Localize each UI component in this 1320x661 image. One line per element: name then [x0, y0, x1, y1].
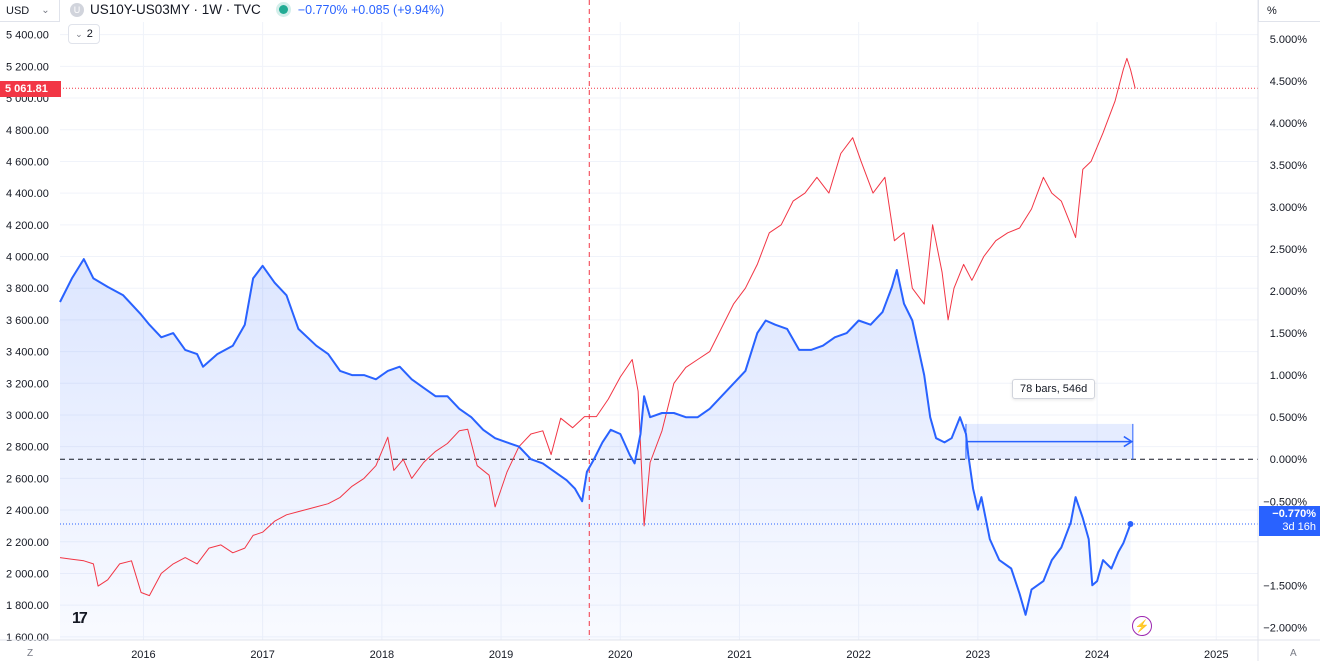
- left-axis-tick: 3 800.00: [6, 283, 49, 295]
- right-axis-tick: 2.500%: [1270, 244, 1308, 256]
- right-axis-tick: −0.500%: [1263, 496, 1307, 508]
- left-axis-tick: 3 600.00: [6, 315, 49, 327]
- market-open-dot-icon: [278, 5, 288, 14]
- time-axis-tick: 2021: [727, 649, 751, 661]
- last-price-badge: 5 061.81: [0, 81, 61, 97]
- last-value: −0.770%: [1272, 508, 1316, 520]
- left-axis-tick: 1 600.00: [6, 632, 49, 644]
- left-axis-tick: 4 600.00: [6, 156, 49, 168]
- collapse-count: 2: [86, 28, 93, 40]
- right-percent-axis[interactable]: 5.000% 4.500% 4.000% 3.500% 3.000% 2.500% 2.00…: [1263, 34, 1307, 635]
- right-axis-tick: −1.500%: [1263, 580, 1307, 592]
- time-axis-tick: 2016: [131, 649, 155, 661]
- reference-lines: [60, 0, 1258, 640]
- measure-range[interactable]: [965, 423, 1134, 460]
- right-axis-tick: 5.000%: [1270, 34, 1308, 46]
- auto-scale-toggle[interactable]: A: [1290, 648, 1297, 659]
- left-axis-tick: 2 200.00: [6, 537, 49, 549]
- right-axis-tick: 2.000%: [1270, 286, 1308, 298]
- time-axis-tick: 2017: [250, 649, 274, 661]
- symbol-change: −0.770% +0.085 (+9.94%): [297, 2, 445, 17]
- left-axis-tick: 4 800.00: [6, 125, 49, 137]
- timezone-toggle[interactable]: Z: [27, 648, 34, 659]
- left-price-axis[interactable]: 5 400.005 200.005 000.004 800.004 600.00…: [6, 30, 49, 644]
- measure-arrow-head-icon: [1123, 435, 1134, 448]
- time-axis-tick: 2024: [1085, 649, 1109, 661]
- left-axis-tick: 2 600.00: [6, 473, 49, 485]
- left-axis-tick: 2 400.00: [6, 505, 49, 517]
- right-axis-tick: 0.500%: [1270, 412, 1308, 424]
- lightning-icon[interactable]: ⚡: [1132, 616, 1152, 636]
- right-axis-tick: 3.500%: [1270, 160, 1308, 172]
- left-axis-tick: 2 800.00: [6, 442, 49, 454]
- time-axis-tick: 2019: [489, 649, 513, 661]
- left-axis-tick: 4 000.00: [6, 252, 49, 264]
- time-axis-tick: 2025: [1204, 649, 1228, 661]
- right-axis-tick: −2.000%: [1263, 622, 1307, 634]
- legend-collapse-button[interactable]: ⌄ 2: [68, 24, 100, 44]
- right-axis-tick: 4.500%: [1270, 76, 1308, 88]
- left-axis-tick: 2 000.00: [6, 568, 49, 580]
- left-axis-tick: 1 800.00: [6, 600, 49, 612]
- right-axis-tick: 0.000%: [1270, 454, 1308, 466]
- measure-tooltip: 78 bars, 546d: [1012, 379, 1096, 399]
- index-series-line: [59, 57, 1136, 597]
- time-axis-tick: 2022: [846, 649, 870, 661]
- time-axis-tick: 2023: [966, 649, 990, 661]
- right-axis-tick: 1.500%: [1270, 328, 1308, 340]
- time-axis-tick: 2018: [370, 649, 394, 661]
- symbol-title[interactable]: US10Y-US03MY · 1W · TVC: [90, 2, 261, 17]
- left-axis-tick: 5 400.00: [6, 30, 49, 42]
- chevron-down-icon: ⌄: [75, 28, 83, 39]
- currency-label: USD: [6, 4, 30, 17]
- spread-series-line: [59, 258, 1132, 616]
- left-axis-tick: 3 000.00: [6, 410, 49, 422]
- right-axis-tick: 4.000%: [1270, 118, 1308, 130]
- right-axis-tick: 1.000%: [1270, 370, 1308, 382]
- left-axis-tick: 3 400.00: [6, 347, 49, 359]
- right-axis-tick: 3.000%: [1270, 202, 1308, 214]
- left-axis-tick: 5 200.00: [6, 61, 49, 73]
- symbol-logo-icon: U: [70, 2, 84, 17]
- series-lines: [59, 57, 1136, 616]
- tradingview-logo-icon[interactable]: 17: [72, 610, 88, 627]
- bar-countdown: 3d 16h: [1282, 521, 1316, 533]
- last-point-marker: [1127, 520, 1134, 527]
- symbol-legend[interactable]: U US10Y-US03MY · 1W · TVC −0.770% +0.085…: [70, 2, 444, 17]
- time-axis-tick: 2020: [608, 649, 632, 661]
- left-axis-tick: 4 200.00: [6, 220, 49, 232]
- left-axis-tick: 3 200.00: [6, 378, 49, 390]
- last-value-badge: −0.770% 3d 16h: [1259, 506, 1320, 536]
- left-axis-tick: 4 400.00: [6, 188, 49, 200]
- percent-scale-label[interactable]: %: [1258, 0, 1320, 22]
- currency-selector[interactable]: USD ⌄: [0, 0, 60, 22]
- chevron-down-icon: ⌄: [41, 5, 50, 16]
